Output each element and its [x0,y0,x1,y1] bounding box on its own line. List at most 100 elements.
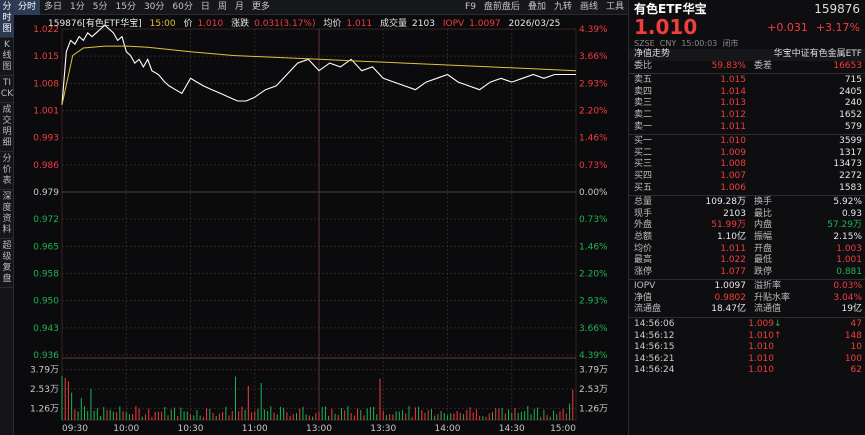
price-line [61,24,576,105]
period-tab[interactable]: 周 [217,1,227,12]
period-tab[interactable]: 更多 [251,1,270,12]
side-tab[interactable]: 超级复盘 [0,239,14,288]
bid-volume: 1317 [839,147,862,158]
stat-label: 最比 [754,208,773,219]
stat-value: 51.99万 [711,220,746,231]
ask-spacer [746,98,788,110]
ask-row: 卖二 1.012 1652 [629,110,865,122]
period-tab[interactable]: 1分 [70,1,85,12]
stat-label: 均价 [634,243,653,254]
side-tab[interactable]: 分时图 [0,0,14,38]
tick-volume: 100 [844,353,862,364]
arrow-spacer [774,342,786,354]
bid-spacer [746,148,788,160]
y-right-tick: 0.73% [579,215,608,225]
bid-row: 买二 1.009 1317 [629,148,865,160]
ask-book: 卖五 1.015 715 卖四 1.014 2405 卖三 1.013 240 卖二 1.012 16… [629,75,865,133]
tool-button[interactable]: 画线 [579,1,598,12]
bid-price: 1.009 [720,147,746,158]
side-tab[interactable]: K线图 [0,38,14,76]
ask-label: 卖五 [634,75,653,86]
tick-volume: 148 [844,330,862,341]
stat-label: 溢折率 [754,281,782,292]
side-tab[interactable]: 深度资料 [0,190,14,239]
period-tab[interactable]: 30分 [143,1,165,12]
period-tab[interactable]: 5分 [92,1,108,12]
intraday-chart[interactable]: 1.022 4.39% 1.015 3.66% 1.008 2.93% 1.001 2.20%… [14,15,628,435]
chart-info-bar: 159876[有色ETF华宝] 15:00 价 1.010 涨跌 0.031(3.1… [48,16,565,29]
bid-label: 买二 [634,147,653,158]
tool-button[interactable]: 工具 [605,1,624,12]
tool-button[interactable]: F9 [465,1,476,12]
info-time: 15:00 [149,19,176,29]
bid-row: 买四 1.007 2272 [629,171,865,183]
stat-value: 1.0097 [714,281,747,292]
fund-table: IOPV 1.0097 溢折率 0.03% 净值 0.9802 升贴水率 3.04% 流通盘 18… [629,281,865,316]
period-tab[interactable]: 15分 [115,1,136,12]
tool-button[interactable]: 叠加 [527,1,546,12]
info-price: 1.010 [197,19,224,29]
stat-value: 0.93 [841,208,862,219]
y-left-tick: 1.022 [33,25,59,35]
nav-trend-label[interactable]: 净值走势 [634,49,671,59]
period-toolbar: 分时 多日 1分 5分 15分 30分 60分日周月更多 F9 盘前盘后 叠加 九转 画线 工具 [14,0,628,15]
ask-label: 卖三 [634,98,653,109]
bid-price: 1.008 [720,159,746,170]
y-right-tick: 3.66% [579,324,608,334]
period-tab[interactable]: 月 [234,1,244,12]
code-name: 159876[有色ETF华宝] [48,19,142,29]
fund-row: 净值 0.9802 升贴水率 3.04% [629,293,865,305]
x-tick: 13:30 [370,424,396,434]
down-arrow-icon: ↓ [774,319,782,330]
bid-price: 1.007 [720,170,746,181]
stat-label: 最低 [754,255,773,266]
chart-canvas[interactable]: 1.022 4.39% 1.015 3.66% 1.008 2.93% 1.001 2.20%… [14,15,628,435]
side-tab[interactable]: TICK [0,76,14,103]
stat-label: 总量 [634,197,653,208]
nav-trend-row[interactable]: 净值走势 华宝中证有色金属ETF [629,49,865,61]
market-meta: SZSE CNY 15:00:03 闭市 [634,39,739,48]
side-tab[interactable]: 分价表 [0,152,14,190]
period-tab[interactable]: 60分 [172,1,193,12]
weibi-label: 委比 [634,60,653,71]
stat-label: IOPV [634,281,656,292]
stat-label: 升贴水率 [754,292,791,303]
price-change: +0.031 [767,21,808,34]
y-left-tick: 0.986 [33,161,59,171]
tool-button[interactable]: 盘前盘后 [483,1,520,12]
price-change-pct: +3.17% [815,21,860,34]
bid-volume: 13473 [833,159,862,170]
iopv-label: IOPV [442,19,465,29]
period-tab[interactable]: 分时 [14,0,41,15]
tick-row: 14:56:12 1.010 ↑ 148 [629,331,865,343]
stat-value: 0.03% [833,281,862,292]
stats-table: 总量 109.28万 换手 5.92% 现手 2103 最比 0.93 外盘 51.99万 内盘 57… [629,197,865,278]
info-avg: 1.011 [346,19,373,29]
period-tab[interactable]: 日 [200,1,210,12]
tick-list: 14:56:06 1.009 ↓ 47 14:56:12 1.010 ↑ 148 14:56:1… [629,319,865,377]
ask-row: 卖五 1.015 715 [629,75,865,87]
ask-label: 卖二 [634,109,653,120]
stat-value: 1.003 [836,243,862,254]
y-right-tick: 3.66% [579,52,608,62]
stat-value: 3.04% [833,292,862,303]
period-tab[interactable]: 多日 [44,1,63,12]
bid-volume: 1583 [839,182,862,193]
bid-spacer [746,183,788,195]
bid-row: 买五 1.006 1583 [629,183,865,195]
stat-value: 2.15% [833,231,862,242]
avg-price-line [61,45,577,105]
side-tab[interactable]: 成交明细 [0,103,14,152]
price-label: 价 [183,19,193,29]
vertical-tab-strip: 分时图 K线图 TICK 成交明细 分价表 深度资料 超级复盘 [0,0,14,435]
ask-price: 1.014 [720,86,746,97]
stat-value: 1.10亿 [716,231,746,242]
tick-price: 1.009 [748,319,774,330]
info-date: 2026/03/25 [508,19,561,29]
ask-volume: 240 [844,98,862,109]
stat-row: 涨停 1.077 跌停 0.881 [629,267,865,279]
stat-row: 均价 1.011 开盘 1.003 [629,244,865,256]
y-right-tick: 2.20% [579,107,608,117]
tool-button[interactable]: 九转 [553,1,572,12]
tick-time: 14:56:06 [634,319,675,330]
